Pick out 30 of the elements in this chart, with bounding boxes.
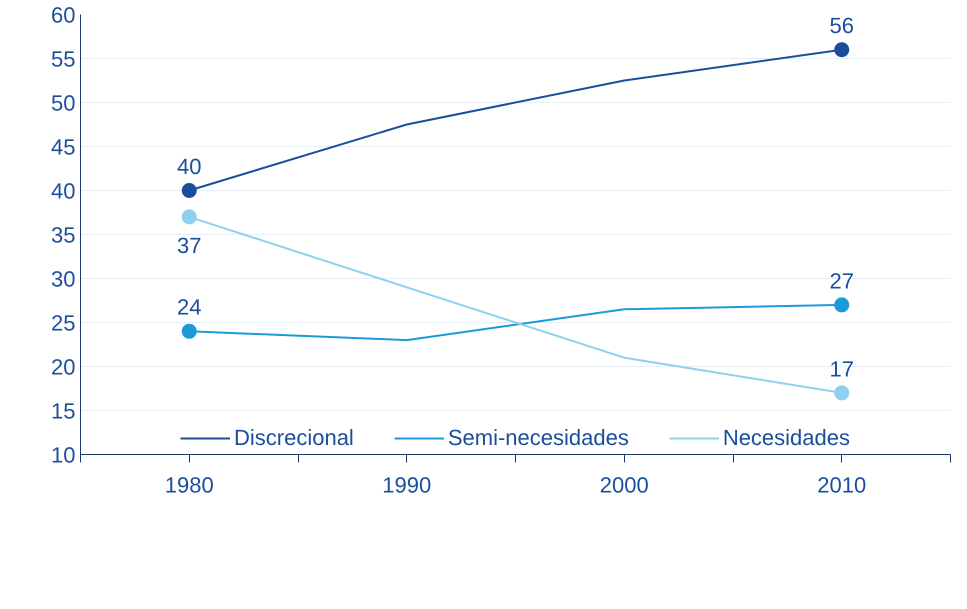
data-label: 40 xyxy=(177,154,202,179)
data-label: 17 xyxy=(830,356,854,382)
legend-label: Necesidades xyxy=(722,425,850,451)
y-tick-label: 15 xyxy=(51,398,76,424)
x-tick-label: 2010 xyxy=(817,472,866,498)
data-label: 37 xyxy=(177,233,202,258)
y-tick-label: 30 xyxy=(51,266,76,292)
y-tick-label: 40 xyxy=(51,178,76,204)
point xyxy=(182,183,197,198)
y-tick-label: 10 xyxy=(51,442,76,468)
y-tick-label: 45 xyxy=(51,134,76,160)
legend-label: Discrecional xyxy=(234,425,354,451)
point xyxy=(834,42,850,58)
y-tick-label: 20 xyxy=(51,354,76,380)
point xyxy=(834,297,850,312)
point xyxy=(834,385,850,400)
y-tick-label: 50 xyxy=(51,90,76,116)
x-tick-label: 1980 xyxy=(164,472,214,498)
y-tick-label: 55 xyxy=(51,46,76,72)
data-label: 27 xyxy=(830,268,854,294)
y-tick-label: 25 xyxy=(51,310,76,336)
data-label: 24 xyxy=(177,294,202,320)
data-label: 56 xyxy=(830,13,854,38)
y-tick-label: 35 xyxy=(51,222,76,248)
legend-label: Semi-necesidades xyxy=(448,425,629,451)
x-tick-label: 1990 xyxy=(382,472,432,498)
y-tick-label: 60 xyxy=(51,2,76,28)
point xyxy=(182,209,197,224)
point xyxy=(182,324,197,339)
x-tick-label: 2000 xyxy=(600,472,649,498)
